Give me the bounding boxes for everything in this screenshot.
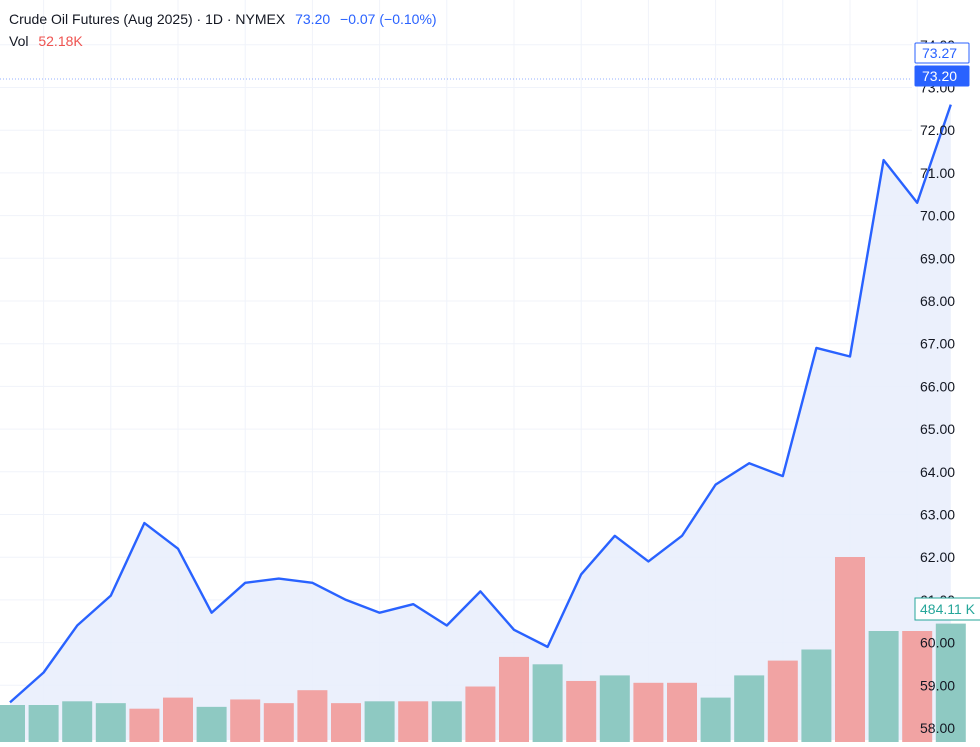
volume-bar — [465, 686, 496, 742]
volume-bar — [902, 631, 933, 742]
volume-value: 52.18K — [38, 33, 83, 49]
price-area-fill — [10, 104, 951, 740]
volume-bar — [700, 697, 731, 742]
volume-bar — [633, 682, 664, 742]
price-line — [9, 104, 952, 704]
volume-bar — [364, 701, 395, 742]
chart-legend: Crude Oil Futures (Aug 2025) · 1D · NYME… — [9, 8, 437, 52]
volume-bar — [263, 703, 294, 742]
volume-bar — [566, 680, 597, 742]
volume-bar — [62, 701, 93, 742]
price-change: −0.07 (−0.10%) — [340, 11, 437, 27]
volume-bar — [599, 675, 630, 742]
last-price: 73.20 — [295, 11, 331, 27]
volume-bar — [331, 703, 361, 742]
volume-bar — [129, 708, 160, 742]
y-tick-label: 72.00 — [920, 122, 955, 138]
y-tick-label: 62.00 — [920, 549, 955, 565]
last-price-tag-box — [914, 65, 970, 87]
y-tick-label: 69.00 — [920, 250, 955, 266]
volume-bar — [532, 664, 563, 742]
volume-bar — [196, 706, 227, 742]
volume-bar — [835, 557, 865, 742]
volume-bar — [297, 690, 328, 742]
prev-close-tag: 73.27 — [922, 45, 957, 61]
y-tick-label: 67.00 — [920, 336, 955, 352]
y-tick-label: 68.00 — [920, 293, 955, 309]
volume-bar — [0, 705, 25, 742]
y-tick-label: 63.00 — [920, 507, 955, 523]
volume-bar — [734, 675, 765, 742]
y-tick-label: 58.00 — [920, 720, 955, 736]
volume-bar — [431, 701, 462, 742]
volume-bar — [767, 660, 798, 742]
y-tick-label: 59.00 — [920, 677, 955, 693]
y-tick-label: 64.00 — [920, 464, 955, 480]
volume-bar — [230, 699, 261, 742]
volume-bar — [935, 623, 966, 742]
symbol-title: Crude Oil Futures (Aug 2025) · 1D · NYME… — [9, 11, 286, 27]
y-tick-label: 65.00 — [920, 421, 955, 437]
volume-bar — [398, 701, 429, 742]
y-tick-label: 60.00 — [920, 635, 955, 651]
volume-tag: 484.11 K — [920, 601, 976, 617]
volume-bar — [868, 631, 899, 742]
volume-bar — [28, 705, 59, 742]
volume-bar — [163, 697, 193, 742]
volume-bar — [801, 649, 832, 742]
last-price-tag: 73.20 — [922, 68, 957, 84]
y-tick-label: 66.00 — [920, 378, 955, 394]
volume-bar — [95, 703, 126, 742]
volume-bar — [499, 656, 529, 742]
y-tick-label: 71.00 — [920, 165, 955, 181]
y-tick-label: 70.00 — [920, 208, 955, 224]
volume-label: Vol — [9, 33, 29, 49]
prev-close-tag-box — [914, 42, 970, 64]
volume-bar — [667, 682, 697, 742]
volume-tag-box — [914, 597, 980, 621]
